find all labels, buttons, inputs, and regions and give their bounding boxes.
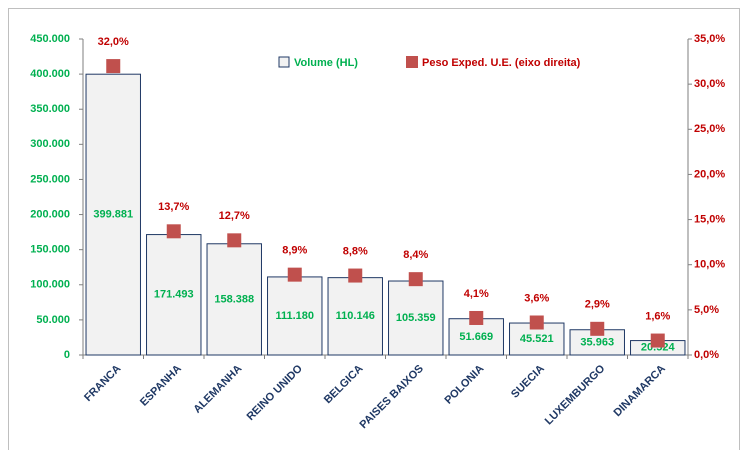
point-value-label: 8,9% [282, 245, 307, 257]
y-tick-label: 450.000 [30, 33, 70, 45]
point-marker [590, 321, 605, 336]
point-value-label: 4,1% [464, 288, 489, 300]
bar-value-label: 158.388 [214, 293, 254, 305]
bar-value-label: 111.180 [275, 310, 314, 322]
y-tick-label: 50.000 [36, 314, 70, 326]
point-marker [408, 272, 423, 287]
y2-tick-label: 20,0% [694, 168, 725, 180]
point-value-label: 3,6% [524, 292, 549, 304]
point-marker [287, 267, 302, 282]
point-value-label: 12,7% [219, 210, 250, 222]
point-value-label: 32,0% [98, 36, 129, 48]
y2-tick-label: 25,0% [694, 123, 725, 135]
y-tick-label: 400.000 [30, 68, 70, 80]
point-value-label: 13,7% [158, 201, 189, 213]
point-marker [106, 59, 121, 74]
y2-tick-label: 0,0% [694, 349, 719, 361]
bar-value-label: 35.963 [580, 336, 614, 348]
bar [327, 277, 383, 356]
bar-value-label: 45.521 [520, 333, 554, 345]
y-tick-label: 200.000 [30, 208, 70, 220]
y-tick-label: 100.000 [30, 279, 70, 291]
legend-swatch [278, 56, 290, 68]
bar-value-label: 399.881 [93, 209, 133, 221]
point-value-label: 8,4% [403, 249, 428, 261]
bar-value-label: 105.359 [396, 312, 436, 324]
y-tick-label: 0 [64, 349, 70, 361]
point-value-label: 1,6% [645, 310, 670, 322]
point-marker [227, 233, 242, 248]
legend-label: Peso Exped. U.E. (eixo direita) [422, 57, 581, 69]
legend-swatch [406, 56, 418, 68]
y-tick-label: 150.000 [30, 244, 70, 256]
y-tick-label: 250.000 [30, 173, 70, 185]
y-tick-label: 300.000 [30, 138, 70, 150]
bar-value-label: 20.524 [641, 342, 676, 354]
bar-value-label: 51.669 [459, 331, 493, 343]
point-marker [650, 333, 665, 348]
point-marker [469, 310, 484, 325]
bar [146, 234, 202, 356]
legend-label: Volume (HL) [294, 57, 358, 69]
bar [388, 280, 444, 356]
bar [206, 243, 262, 356]
bar [85, 73, 141, 356]
y2-tick-label: 5,0% [694, 304, 719, 316]
bar [267, 276, 323, 356]
y2-tick-label: 10,0% [694, 259, 725, 271]
y2-tick-label: 35,0% [694, 33, 725, 45]
y2-tick-label: 15,0% [694, 213, 725, 225]
bar-value-label: 110.146 [336, 310, 375, 322]
y-tick-label: 350.000 [30, 103, 70, 115]
y2-tick-label: 30,0% [694, 78, 725, 90]
point-marker [348, 268, 363, 283]
point-value-label: 8,8% [343, 245, 368, 257]
point-value-label: 2,9% [585, 299, 610, 311]
bar-value-label: 171.493 [154, 289, 194, 301]
point-marker [166, 224, 181, 239]
point-marker [529, 315, 544, 330]
